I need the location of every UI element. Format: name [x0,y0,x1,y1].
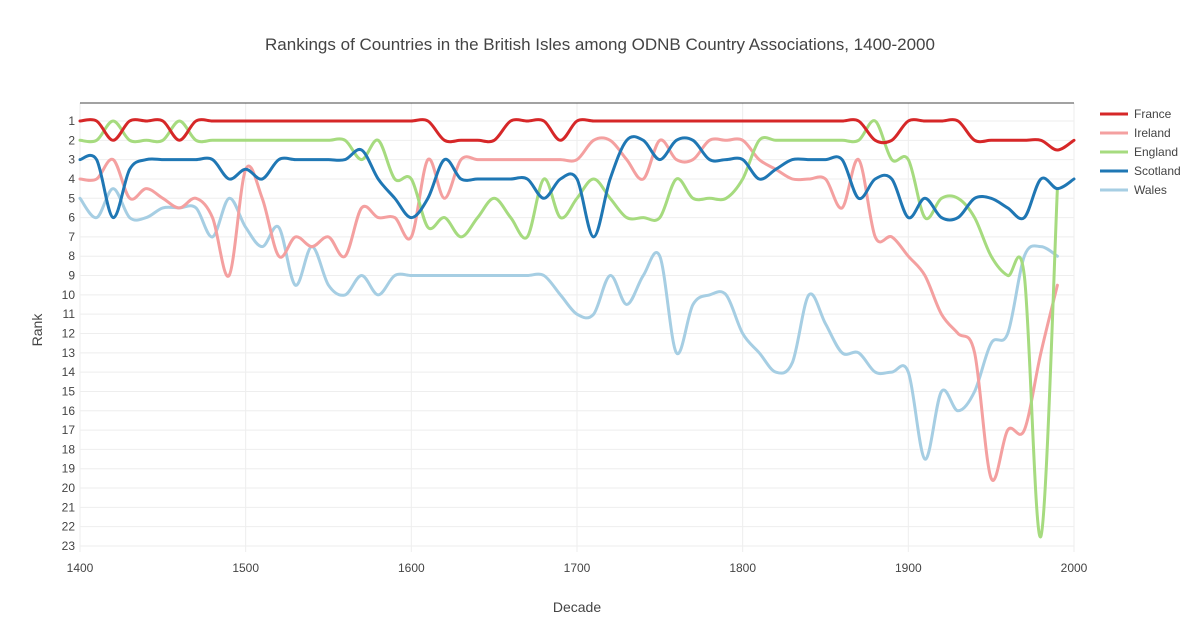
x-tick-label: 2000 [1061,561,1088,575]
series-lines [78,118,1076,539]
legend-item-ireland: Ireland [1100,126,1171,140]
y-tick-label: 23 [62,539,76,553]
y-tick-label: 3 [68,153,75,167]
y-tick-label: 4 [68,172,75,186]
y-tick-label: 5 [68,191,75,205]
series-line-scotland [78,135,1076,239]
x-tick-labels: 1400 1500 1600 1700 1800 1900 2000 [67,561,1088,575]
x-tick-label: 1900 [895,561,922,575]
legend-label: France [1134,107,1172,121]
y-tick-label: 12 [62,327,76,341]
x-tick-label: 1400 [67,561,94,575]
series-line-wales [78,187,1059,461]
grid-lines [79,103,1075,552]
x-tick-label: 1800 [729,561,756,575]
y-tick-label: 19 [62,462,76,476]
y-tick-label: 22 [62,520,76,534]
y-tick-label: 18 [62,442,76,456]
y-tick-label: 8 [68,249,75,263]
y-tick-label: 9 [68,269,75,283]
y-tick-label: 10 [62,288,76,302]
legend-item-france: France [1100,107,1172,121]
x-tick-label: 1600 [398,561,425,575]
legend-label: England [1134,145,1178,159]
legend-item-england: England [1100,145,1178,159]
y-tick-label: 2 [68,133,75,147]
y-tick-label: 15 [62,384,76,398]
legend-item-scotland: Scotland [1100,164,1181,178]
y-axis-title: Rank [29,313,45,347]
y-tick-label: 16 [62,404,76,418]
y-tick-label: 13 [62,346,76,360]
legend-item-wales: Wales [1100,183,1167,197]
y-tick-label: 17 [62,423,76,437]
chart-title: Rankings of Countries in the British Isl… [265,35,935,54]
legend: France Ireland England Scotland Wales [1100,107,1181,197]
series-line-england [78,119,1059,539]
y-tick-label: 6 [68,211,75,225]
x-tick-label: 1500 [232,561,259,575]
legend-label: Ireland [1134,126,1171,140]
y-tick-label: 14 [62,365,76,379]
y-tick-label: 21 [62,500,76,514]
legend-label: Wales [1134,183,1167,197]
y-tick-label: 7 [68,230,75,244]
y-tick-label: 20 [62,481,76,495]
x-axis-title: Decade [553,599,601,615]
y-tick-label: 11 [63,307,76,321]
y-tick-label: 1 [68,114,75,128]
legend-label: Scotland [1134,164,1181,178]
series-line-france [78,118,1076,152]
series-line-ireland [78,136,1059,482]
x-tick-label: 1700 [564,561,591,575]
